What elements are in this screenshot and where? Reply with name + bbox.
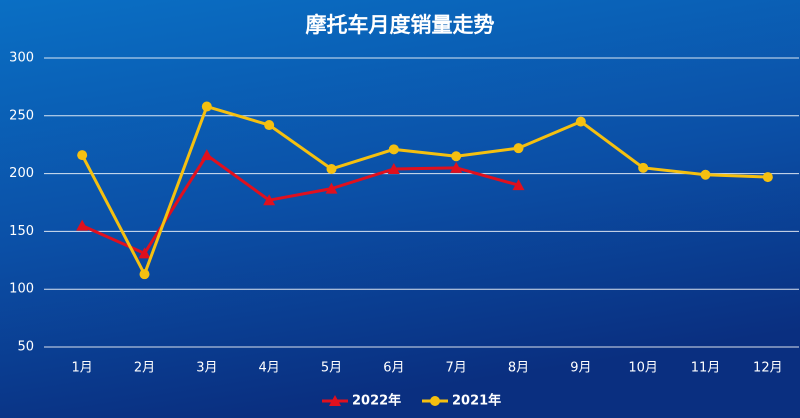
y-tick-label: 50 xyxy=(17,340,34,355)
x-tick-label: 3月 xyxy=(196,361,217,376)
data-point xyxy=(638,162,649,173)
data-point xyxy=(513,143,524,154)
data-point xyxy=(762,172,773,183)
data-point xyxy=(201,101,212,112)
data-point xyxy=(139,269,150,280)
data-point xyxy=(512,179,525,191)
data-point xyxy=(77,150,88,161)
legend-marker xyxy=(329,395,341,406)
data-point xyxy=(76,219,89,231)
data-point xyxy=(326,163,337,174)
data-point xyxy=(451,151,462,162)
data-point xyxy=(388,144,399,155)
x-tick-label: 4月 xyxy=(259,361,280,376)
y-tick-label: 250 xyxy=(9,108,34,123)
data-point xyxy=(264,120,275,131)
series-line xyxy=(80,105,768,276)
x-tick-label: 10月 xyxy=(628,361,658,376)
legend-label: 2021年 xyxy=(452,393,501,409)
x-tick-label: 2月 xyxy=(134,361,155,376)
y-tick-label: 300 xyxy=(9,51,34,66)
y-tick-label: 100 xyxy=(9,282,34,297)
data-point xyxy=(575,116,586,127)
x-tick-label: 11月 xyxy=(691,361,721,376)
x-tick-label: 1月 xyxy=(72,361,93,376)
series-line xyxy=(81,153,519,255)
data-point xyxy=(387,162,400,174)
data-point xyxy=(450,161,463,173)
data-point xyxy=(700,169,711,180)
x-tick-label: 6月 xyxy=(383,361,404,376)
x-tick-label: 8月 xyxy=(508,361,529,376)
data-point xyxy=(138,247,151,259)
y-tick-label: 200 xyxy=(9,166,34,181)
x-tick-label: 7月 xyxy=(446,361,467,376)
x-tick-label: 9月 xyxy=(570,361,591,376)
x-tick-label: 5月 xyxy=(321,361,342,376)
legend-label: 2022年 xyxy=(352,393,401,409)
data-point xyxy=(200,149,213,161)
y-tick-label: 150 xyxy=(9,224,34,239)
data-point xyxy=(325,182,338,194)
legend-marker xyxy=(430,396,440,406)
chart-title: 摩托车月度销量走势 xyxy=(306,13,495,37)
data-point xyxy=(263,194,276,206)
x-tick-label: 12月 xyxy=(753,361,783,376)
